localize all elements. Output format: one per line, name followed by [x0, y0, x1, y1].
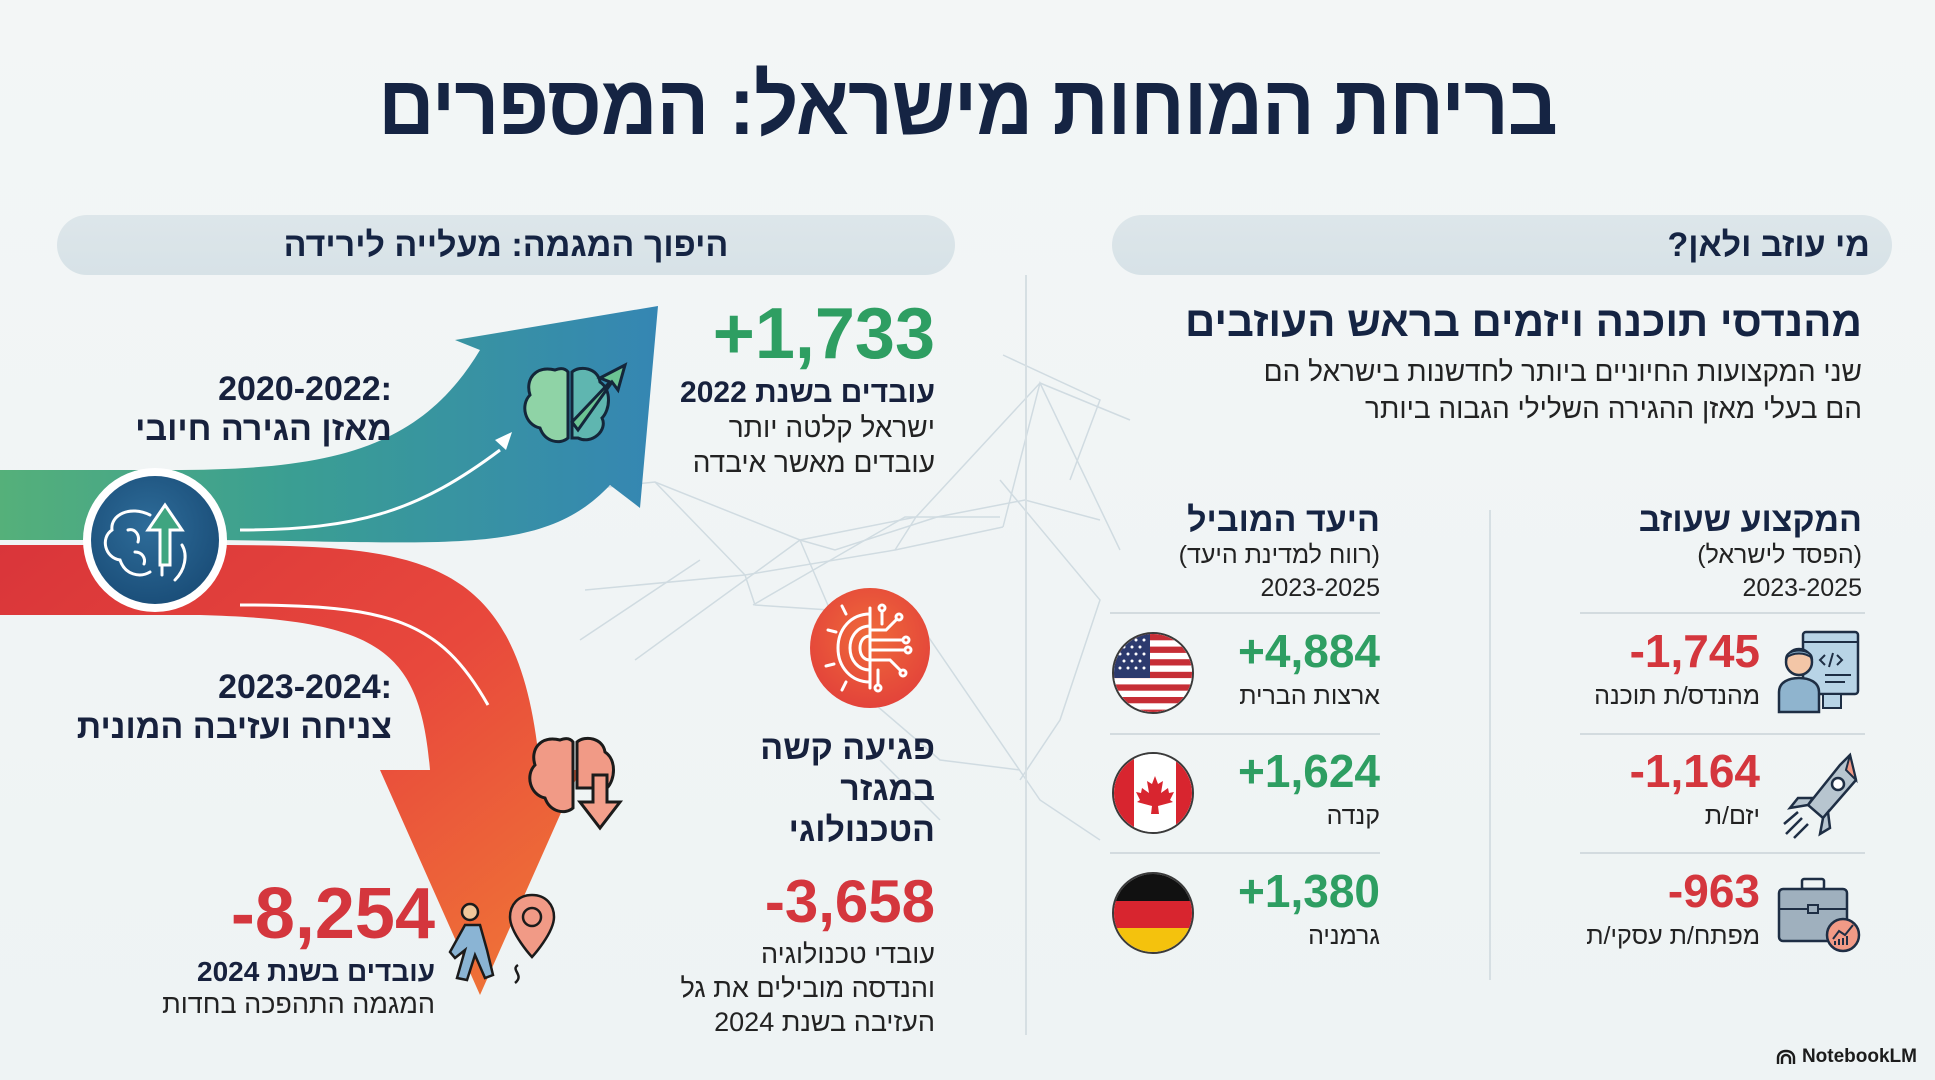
tech-gear-circuit-badge: [806, 584, 934, 712]
row-separator: [1580, 852, 1865, 854]
notebooklm-logo-icon: [1776, 1049, 1796, 1064]
section-header-trend: היפוך המגמה: מעלייה לירידה: [57, 215, 955, 275]
destination-row-usa: +4,884 ארצות הברית: [1200, 628, 1380, 711]
period-positive: 2020-2022: מאזן הגירה חיובי: [100, 370, 392, 450]
columns-divider: [1489, 510, 1491, 980]
row-separator: [1110, 612, 1380, 614]
stat-2022-title: עובדים בשנת 2022: [680, 376, 935, 409]
stat-2022-desc-line1: ישראל קלטה יותר: [728, 412, 935, 443]
destination-row-germany: +1,380 גרמניה: [1200, 868, 1380, 951]
period-positive-years: 2020-2022:: [218, 370, 392, 408]
right-subtext-line1: שני המקצועות החיוניים ביותר לחדשנות בישר…: [1263, 356, 1862, 388]
canada-flag-icon: [1112, 752, 1194, 834]
trend-arrows-graphic: [0, 306, 658, 995]
profession-value: -963: [1667, 865, 1760, 917]
briefcase-growth-icon: [1775, 875, 1865, 955]
gear-circuit-icon: [824, 603, 913, 693]
section-divider: [1025, 275, 1027, 1035]
period-negative: 2023-2024: צניחה ועזיבה המונית: [40, 668, 392, 748]
brain-growth-icon: [523, 362, 628, 444]
destination-row-canada: +1,624 קנדה: [1200, 748, 1380, 831]
rocket-icon: [1778, 750, 1863, 840]
software-engineer-icon: [1775, 630, 1865, 715]
tech-impact-title-line2: הטכנולוגי: [788, 810, 935, 849]
profession-value: -1,745: [1629, 625, 1760, 677]
destinations-subheading: (רווח למדינת היעד): [1178, 541, 1380, 570]
destinations-years: 2023-2025: [1260, 573, 1380, 602]
tech-impact-desc-line1: עובדי טכנולוגיה: [761, 939, 935, 970]
row-separator: [1580, 733, 1865, 735]
profession-label: מפתח/ת עסקי/ת: [1586, 922, 1760, 950]
row-separator: [1580, 612, 1865, 614]
profession-label: יזם/ת: [1704, 802, 1760, 830]
stat-2024: -8,254 עובדים בשנת 2024 המגמה התהפכה בחד…: [150, 878, 435, 1022]
professions-heading: המקצוע שעוזב: [1638, 501, 1862, 539]
destination-value: +1,380: [1238, 865, 1380, 917]
right-headline: מהנדסי תוכנה ויזמים בראש העוזבים: [1184, 298, 1862, 345]
brand-label: NotebookLM: [1801, 1046, 1917, 1067]
stat-2022: +1,733 עובדים בשנת 2022 ישראל קלטה יותר …: [660, 298, 935, 480]
notebooklm-brand: NotebookLM: [1776, 1046, 1917, 1068]
tech-impact: פגיעה קשה במגזר הטכנולוגי -3,658 עובדי ט…: [660, 728, 935, 1040]
period-negative-years: 2023-2024:: [218, 668, 392, 706]
row-separator: [1110, 852, 1380, 854]
brain-up-icon: [103, 502, 187, 582]
profession-value: -1,164: [1629, 745, 1760, 797]
stat-2024-title: עובדים בשנת 2024: [197, 956, 435, 987]
brain-decline-icon: [528, 736, 624, 831]
destination-value: +4,884: [1238, 625, 1380, 677]
stat-2022-desc-line2: עובדים מאשר איבדה: [692, 447, 935, 478]
germany-flag-icon: [1112, 872, 1194, 954]
period-negative-label: צניחה ועזיבה המונית: [76, 708, 392, 747]
profession-label: מהנדס/ת תוכנה: [1594, 682, 1760, 710]
profession-row-software-engineer: -1,745 מהנדס/ת תוכנה: [1560, 628, 1760, 711]
professions-years: 2023-2025: [1742, 573, 1862, 602]
tech-impact-desc-line2: והנדסה מובילים את גל: [680, 973, 935, 1004]
destination-label: קנדה: [1326, 802, 1380, 830]
usa-flag-icon: [1112, 632, 1194, 714]
destination-label: ארצות הברית: [1239, 682, 1380, 710]
stat-2024-desc: המגמה התהפכה בחדות: [162, 989, 435, 1019]
destinations-header: היעד המוביל (רווח למדינת היעד) 2023-2025: [1112, 501, 1380, 604]
location-pin-icon: [508, 893, 556, 984]
destination-value: +1,624: [1238, 745, 1380, 797]
professions-subheading: (הפסד לישראל): [1697, 541, 1862, 570]
tech-impact-desc-line3: העזיבה בשנת 2024: [714, 1006, 935, 1037]
period-positive-label: מאזן הגירה חיובי: [135, 410, 392, 449]
section-header-trend-text: היפוך המגמה: מעלייה לירידה: [283, 225, 729, 264]
section-header-who-leaves-text: מי עוזב ולאן?: [1667, 225, 1870, 264]
professions-header: המקצוע שעוזב (הפסד לישראל) 2023-2025: [1530, 501, 1862, 604]
destinations-heading: היעד המוביל: [1187, 501, 1380, 539]
section-header-who-leaves: מי עוזב ולאן?: [1112, 215, 1892, 275]
tech-impact-value: -3,658: [764, 868, 935, 936]
down-trend-arrow: [0, 545, 580, 995]
tech-impact-title-line1: פגיעה קשה במגזר: [760, 729, 935, 808]
stat-2022-value: +1,733: [712, 294, 935, 374]
page-title: בריחת המוחות מישראל: המספרים: [378, 57, 1558, 153]
row-separator: [1110, 733, 1380, 735]
stat-2024-value: -8,254: [230, 874, 435, 954]
right-headline-block: מהנדסי תוכנה ויזמים בראש העוזבים שני המק…: [1130, 298, 1862, 427]
destination-label: גרמניה: [1308, 922, 1380, 950]
profession-row-business-developer: -963 מפתח/ת עסקי/ת: [1560, 868, 1760, 951]
profession-row-entrepreneur: -1,164 יזם/ת: [1560, 748, 1760, 831]
person-leaving-icon: [448, 902, 495, 982]
right-subtext-line2: הם בעלי מאזן ההגירה השלילי הגבוה ביותר: [1365, 392, 1862, 424]
